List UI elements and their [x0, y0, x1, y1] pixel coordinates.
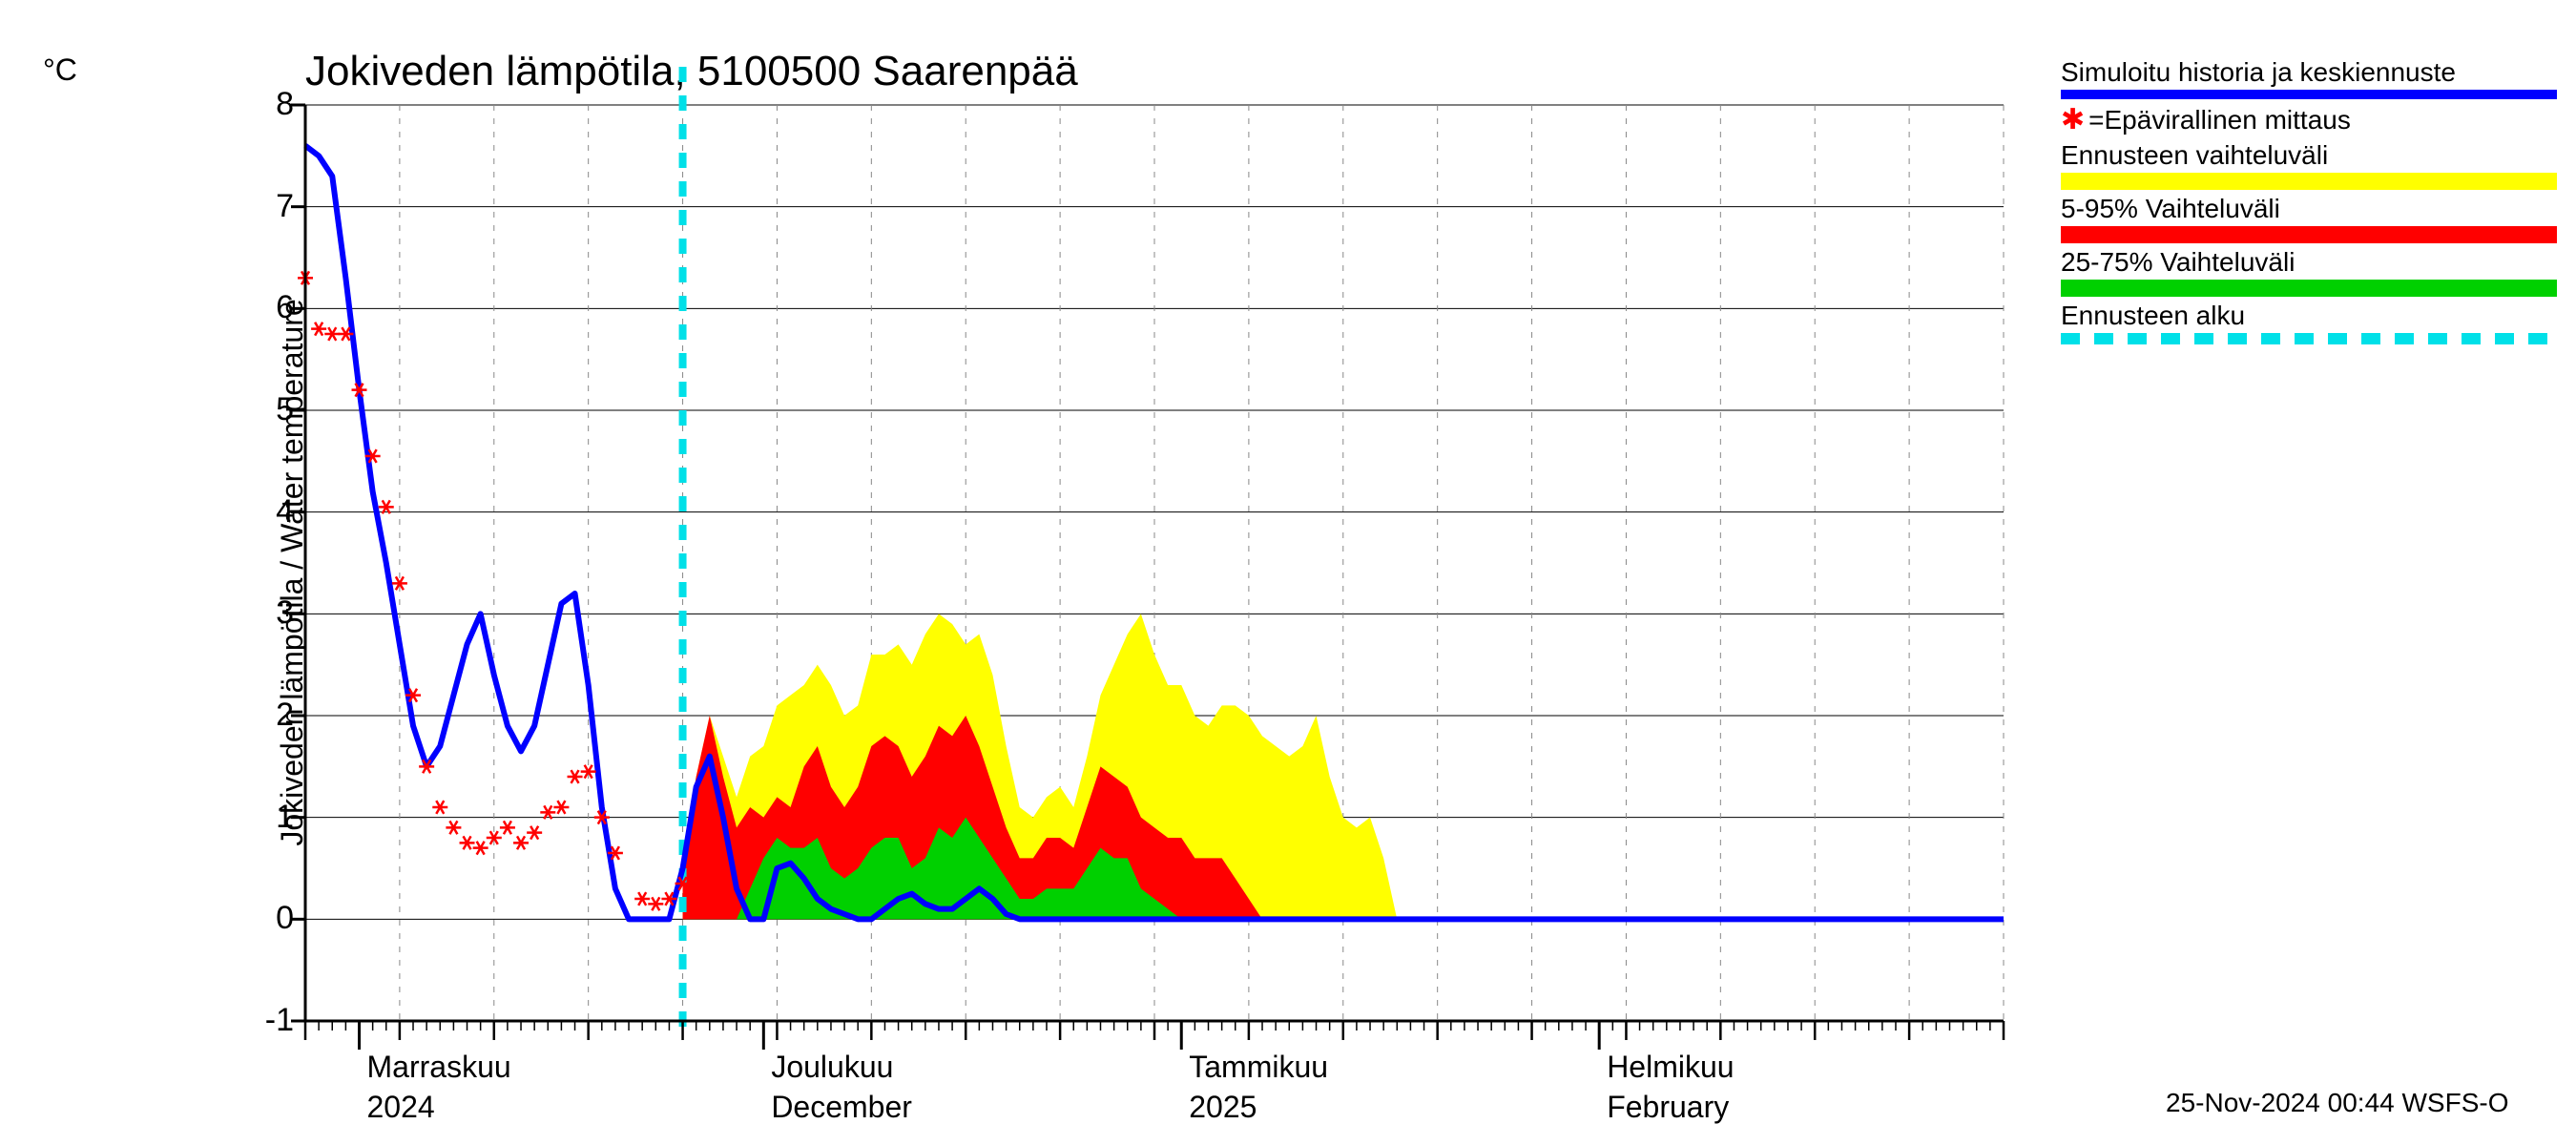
legend-label: Simuloitu historia ja keskiennuste — [2061, 57, 2557, 88]
legend-swatch — [2061, 173, 2557, 190]
chart-container: °C Jokiveden lämpötila / Water temperatu… — [0, 0, 2576, 1145]
x-tick-label: HelmikuuFebruary — [1607, 1048, 1734, 1127]
y-unit: °C — [43, 52, 77, 88]
plot-area — [305, 105, 2004, 1021]
legend-label: Ennusteen vaihteluväli — [2061, 140, 2557, 171]
legend: Simuloitu historia ja keskiennuste ✱=Epäv… — [2061, 57, 2557, 348]
y-tick-label: -1 — [265, 1002, 294, 1039]
x-tick-label: JoulukuuDecember — [771, 1048, 912, 1127]
legend-label: 5-95% Vaihteluväli — [2061, 194, 2557, 224]
legend-label: Ennusteen alku — [2061, 301, 2557, 331]
legend-item: Ennusteen alku — [2061, 301, 2557, 344]
legend-swatch — [2061, 280, 2557, 297]
timestamp-footer: 25-Nov-2024 00:44 WSFS-O — [2166, 1088, 2509, 1118]
legend-label: 25-75% Vaihteluväli — [2061, 247, 2557, 278]
star-icon: ✱ — [2061, 103, 2085, 136]
chart-title: Jokiveden lämpötila, 5100500 Saarenpää — [305, 48, 1078, 95]
legend-swatch — [2061, 90, 2557, 99]
x-tick-label: Tammikuu2025 — [1189, 1048, 1328, 1127]
legend-item: Ennusteen vaihteluväli — [2061, 140, 2557, 190]
legend-item: 25-75% Vaihteluväli — [2061, 247, 2557, 297]
legend-item: ✱=Epävirallinen mittaus — [2061, 103, 2557, 136]
legend-item: 5-95% Vaihteluväli — [2061, 194, 2557, 243]
legend-label: =Epävirallinen mittaus — [2088, 105, 2351, 135]
legend-swatch — [2061, 333, 2557, 344]
plot-svg — [305, 105, 2004, 1021]
legend-item: Simuloitu historia ja keskiennuste — [2061, 57, 2557, 99]
x-tick-label: Marraskuu2024 — [367, 1048, 511, 1127]
legend-swatch — [2061, 226, 2557, 243]
